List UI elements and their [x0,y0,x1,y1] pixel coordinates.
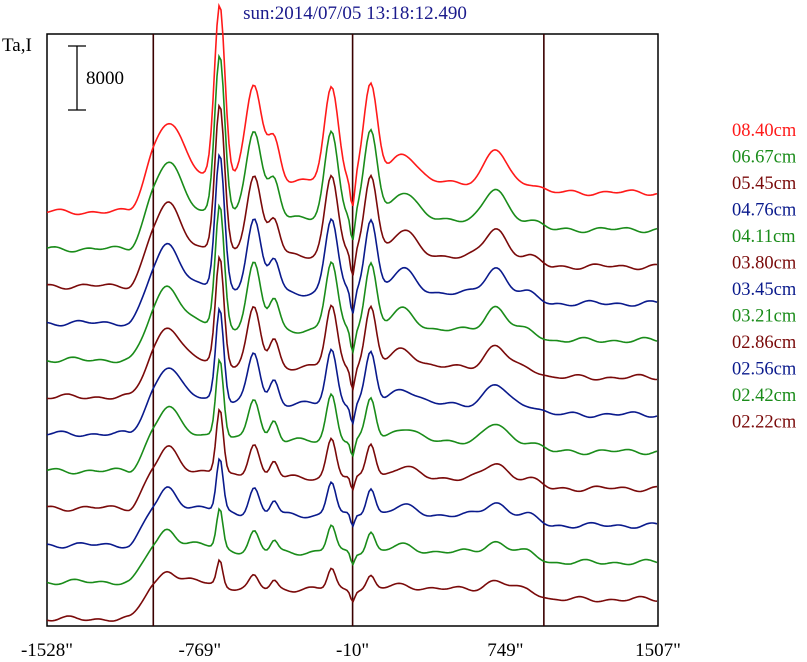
scale-bar-label: 8000 [86,68,124,89]
legend-entry: 08.40cm [732,121,797,141]
x-tick-label: 749" [487,640,523,661]
x-tick-label: -769" [179,640,222,661]
trace-05-45cm [46,103,658,290]
chart-title: sun:2014/07/05 13:18:12.490 [243,3,467,24]
trace-08-40cm [46,2,658,216]
y-axis-label: Ta,I [2,35,32,56]
x-tick-label: -1528" [21,640,73,661]
x-tick-label: 1507" [635,640,681,661]
legend-entry: 02.86cm [732,333,797,353]
trace-02-56cm [46,457,658,549]
legend-entry: 02.22cm [732,413,797,433]
legend-entry: 03.45cm [732,280,797,300]
trace-04-76cm [46,153,658,327]
legend-entry: 02.56cm [732,360,797,380]
trace-04-11cm [46,203,658,364]
trace-02-86cm [46,407,658,512]
x-tick-label: -10" [336,640,369,661]
trace-02-42cm [46,507,658,586]
trace-06-67cm [46,53,658,253]
trace-03-80cm [46,254,658,400]
scale-bar: 8000 [68,45,124,111]
legend-entry: 04.11cm [732,227,796,247]
legend-entry: 06.67cm [732,148,797,168]
legend-entry: 03.80cm [732,254,797,274]
legend-entry: 05.45cm [732,174,797,194]
trace-02-22cm [46,558,658,622]
trace-03-45cm [46,306,658,438]
trace-03-21cm [46,357,658,475]
legend-entry: 03.21cm [732,307,797,327]
legend-entry: 02.42cm [732,386,797,406]
legend-entry: 04.76cm [732,201,797,221]
